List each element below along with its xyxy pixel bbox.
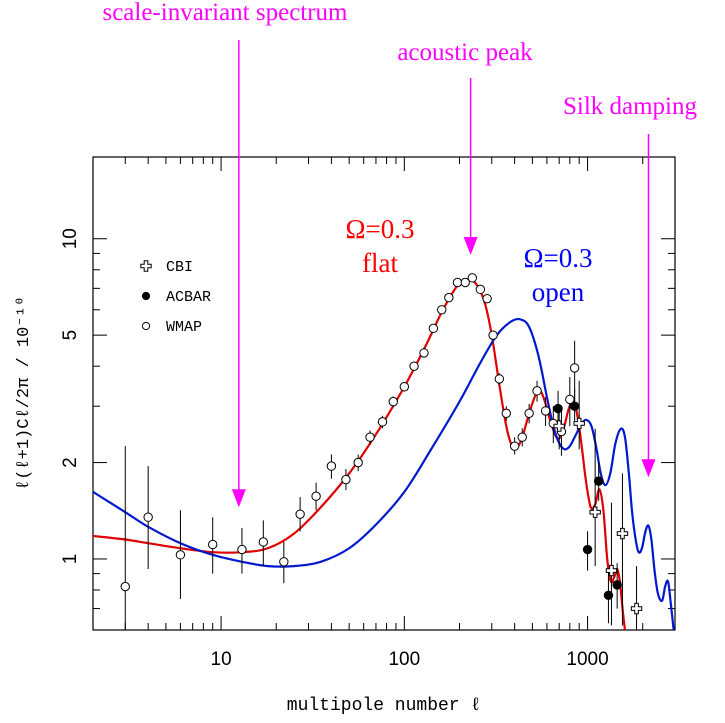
data-point (605, 564, 618, 577)
data-point (593, 476, 604, 486)
data-point (452, 277, 463, 288)
data-point (569, 363, 580, 373)
data-point (509, 441, 520, 451)
annotation-text: scale-invariant spectrum (102, 0, 348, 26)
data-point (444, 292, 454, 303)
data-point (565, 394, 575, 405)
data-point (409, 361, 419, 371)
x-tick-label: 100 (388, 649, 420, 670)
curve-labels: Ω=0.3 flat Ω=0.3 open (345, 214, 592, 307)
model-curve-1 (93, 317, 675, 630)
legend-label: WMAP (166, 319, 202, 336)
data-point (377, 417, 388, 427)
y-tick-label: 10 (60, 228, 81, 249)
data-point (603, 590, 614, 601)
data-point (524, 408, 534, 419)
x-tick-label: 10 (211, 649, 232, 670)
data-point (326, 461, 337, 471)
data-point (279, 557, 289, 567)
data-point (399, 382, 410, 392)
data-point (630, 602, 643, 615)
x-tick-label: 1000 (566, 649, 608, 670)
curve-label-line: Ω=0.3 (523, 243, 592, 273)
data-point (475, 284, 486, 295)
data-point (175, 550, 186, 560)
data-point (553, 403, 563, 414)
annotation-arrow-head (641, 459, 656, 478)
annotation-arrow-head (231, 489, 246, 508)
data-point (589, 506, 601, 518)
curve-label-line: Ω=0.3 (345, 214, 414, 244)
data-point (311, 491, 321, 501)
data-point (419, 348, 429, 358)
data-point (467, 273, 478, 283)
data-point (540, 406, 551, 416)
data-point (573, 417, 585, 430)
curve-label-line: flat (362, 248, 398, 278)
legend-marker (141, 321, 151, 331)
y-tick-label: 2 (60, 457, 81, 468)
data-point (237, 544, 247, 555)
annotations: scale-invariant spectrum acoustic peak Sil… (102, 0, 698, 508)
data-point (482, 293, 492, 304)
data-point (143, 512, 153, 522)
data-point (258, 537, 269, 547)
data-point (612, 580, 622, 590)
annotation-text: acoustic peak (397, 39, 533, 66)
data-point (569, 401, 580, 411)
data-point (532, 386, 542, 396)
data-point (460, 277, 470, 288)
y-axis-label: ℓ(ℓ+1)Cℓ/2π / 10⁻¹⁰ (15, 296, 34, 490)
data-point (295, 509, 305, 519)
data-point (494, 374, 505, 384)
annotation-arrow-head (463, 236, 478, 255)
x-tick-labels: 10 100 1000 (211, 649, 609, 670)
plot-frame (92, 156, 676, 631)
data-point (582, 544, 593, 555)
data-point (437, 305, 447, 315)
x-axis-label: multipole number ℓ (287, 696, 481, 716)
legend-label: ACBAR (166, 289, 211, 306)
y-tick-label: 5 (60, 330, 81, 341)
data-point (553, 420, 565, 432)
data-point (517, 432, 527, 442)
data-point (120, 581, 130, 592)
data-point (365, 432, 375, 442)
legend: CBI ACBAR WMAP (140, 259, 211, 336)
data-point (353, 457, 363, 468)
legend-label: CBI (166, 259, 193, 276)
legend-marker (140, 260, 152, 272)
annotation-text: Silk damping (563, 93, 698, 120)
data-point (488, 330, 498, 340)
curve-label-line: open (532, 277, 585, 307)
data-markers (120, 273, 643, 615)
data-point (207, 539, 218, 550)
data-point (341, 474, 351, 485)
axis-ticks (92, 157, 676, 631)
y-tick-labels: 1 2 5 10 (60, 228, 81, 564)
data-point (388, 396, 398, 407)
data-point (501, 408, 511, 419)
data-point (616, 527, 629, 540)
data-point (428, 323, 439, 334)
y-tick-label: 1 (60, 554, 81, 565)
legend-marker (141, 291, 151, 301)
